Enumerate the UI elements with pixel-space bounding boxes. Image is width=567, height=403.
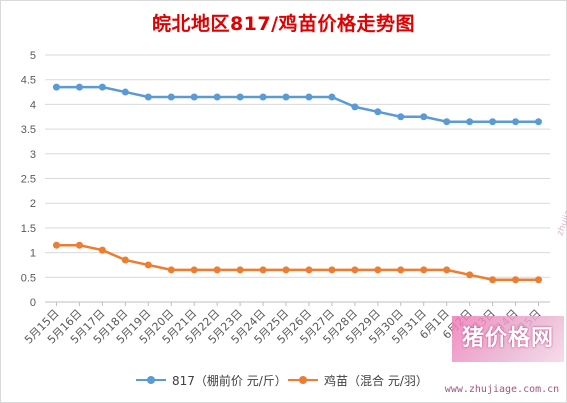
- data-point: [351, 103, 359, 111]
- data-point: [52, 83, 60, 91]
- data-point: [282, 93, 290, 101]
- y-tick-label: 1: [30, 248, 36, 260]
- data-point: [213, 93, 221, 101]
- legend-item-817: 817（棚前价 元/斤）: [136, 370, 287, 390]
- y-tick-label: 3.5: [21, 124, 36, 136]
- legend-label-chick: 鸡苗（混合 元/羽）: [324, 373, 428, 388]
- data-point: [466, 118, 474, 126]
- data-point: [259, 266, 267, 274]
- legend-label-817: 817（棚前价 元/斤）: [172, 373, 287, 388]
- data-point: [397, 113, 405, 121]
- data-point: [305, 93, 313, 101]
- legend-swatch-817: [136, 370, 166, 390]
- y-tick-label: 2.5: [21, 174, 36, 186]
- data-point: [305, 266, 313, 274]
- y-tick-label: 5: [30, 50, 36, 62]
- data-point: [259, 93, 267, 101]
- series-group: [52, 83, 543, 284]
- y-tick-label: 4: [30, 99, 36, 111]
- data-point: [236, 266, 244, 274]
- data-point: [328, 266, 336, 274]
- chart-title: 皖北地区817/鸡苗价格走势图: [151, 13, 416, 35]
- legend: 817（棚前价 元/斤） 鸡苗（混合 元/羽）: [0, 370, 567, 390]
- y-tick-label: 3: [30, 149, 36, 161]
- y-tick-labels: 0 0.5 1 1.5 2 2.5 3 3.5 4 4.5 5: [21, 50, 36, 309]
- data-point: [397, 266, 405, 274]
- data-point: [167, 266, 175, 274]
- data-point: [512, 118, 520, 126]
- watermark-text: 猪价格网: [461, 326, 554, 351]
- y-tick-label: 4.5: [21, 75, 36, 87]
- data-point: [443, 266, 451, 274]
- series-1: [52, 83, 543, 126]
- data-point: [282, 266, 290, 274]
- legend-item-chick: 鸡苗（混合 元/羽）: [288, 370, 428, 390]
- data-point: [190, 266, 198, 274]
- data-point: [98, 83, 106, 91]
- data-point: [52, 241, 60, 249]
- legend-swatch-chick: [288, 370, 318, 390]
- series-line: [55, 85, 540, 123]
- y-tick-label: 1.5: [21, 223, 36, 235]
- data-point: [121, 88, 129, 96]
- data-point: [75, 83, 83, 91]
- data-point: [236, 93, 244, 101]
- series-2: [52, 241, 543, 284]
- data-point: [420, 266, 428, 274]
- data-point: [489, 276, 497, 284]
- data-point: [75, 241, 83, 249]
- data-point: [328, 93, 336, 101]
- data-point: [512, 276, 520, 284]
- data-point: [374, 108, 382, 116]
- data-point: [443, 118, 451, 126]
- data-point: [190, 93, 198, 101]
- data-point: [144, 93, 152, 101]
- data-point: [213, 266, 221, 274]
- data-point: [144, 261, 152, 269]
- y-tick-label: 0: [30, 297, 36, 309]
- data-point: [535, 276, 543, 284]
- watermark-url: www.zhujiage.com.cn: [444, 384, 560, 395]
- data-point: [420, 113, 428, 121]
- y-tick-label: 0.5: [21, 272, 36, 284]
- watermark-badge: [452, 316, 564, 362]
- y-tick-label: 2: [30, 198, 36, 210]
- data-point: [98, 246, 106, 254]
- gridlines: [45, 54, 550, 303]
- data-point: [351, 266, 359, 274]
- data-point: [466, 271, 474, 279]
- data-point: [374, 266, 382, 274]
- data-point: [121, 256, 129, 264]
- series-line: [55, 243, 540, 282]
- data-point: [535, 118, 543, 126]
- data-point: [489, 118, 497, 126]
- data-point: [167, 93, 175, 101]
